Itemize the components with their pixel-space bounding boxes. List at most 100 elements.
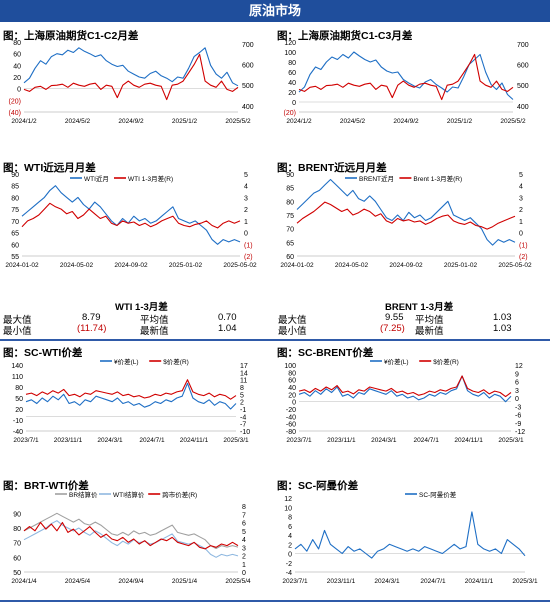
- y-left-tick-label: 120: [284, 40, 296, 47]
- y-right-tick-label: 4: [242, 537, 246, 544]
- y-right-tick-label: 2: [519, 207, 523, 214]
- y-left-tick-label: 70: [286, 227, 294, 234]
- y-left-tick-label: 85: [286, 186, 294, 193]
- banner-title: 原油市场: [0, 0, 550, 22]
- y-left-tick-label: 2: [288, 542, 292, 549]
- x-tick-label: 2025/5/4: [225, 578, 251, 585]
- x-tick-label: 2023/7/1: [286, 437, 312, 444]
- x-tick-label: 2024/11/1: [454, 437, 483, 444]
- y-left-tick-label: (20): [9, 98, 21, 105]
- y-left-tick-label: 80: [13, 40, 21, 47]
- wti-min-value: (11.74): [77, 323, 107, 334]
- x-tick-label: 2024/3/1: [374, 578, 400, 585]
- x-tick-label: 2024/5/2: [65, 118, 91, 125]
- x-tick-label: 2025/3/1: [223, 437, 249, 444]
- x-tick-label: 2024/11/1: [465, 578, 494, 585]
- y-left-tick-label: 60: [13, 52, 21, 59]
- y-left-tick-label: 20: [288, 90, 296, 97]
- legend-label: BR结算价: [69, 490, 98, 499]
- x-tick-label: 2024/3/1: [97, 437, 123, 444]
- y-left-tick-label: 50: [13, 570, 21, 577]
- y-left-tick-label: 60: [286, 254, 294, 261]
- brent-latest-value: 1.03: [493, 323, 512, 334]
- x-tick-label: 2024/9/2: [118, 118, 144, 125]
- y-left-tick-label: 10: [284, 505, 292, 512]
- y-left-tick-label: 60: [13, 555, 21, 562]
- x-tick-label: 2024/5/4: [65, 578, 91, 585]
- y-left-tick-label: -2: [286, 561, 292, 568]
- y-right-tick-label: 1: [242, 562, 246, 569]
- y-right-tick-label: -10: [240, 429, 250, 436]
- y-right-tick-label: 600: [517, 63, 529, 70]
- y-left-tick-label: 65: [11, 231, 19, 238]
- y-right-tick-label: 700: [517, 42, 529, 49]
- legend-label: BRENT近月: [359, 174, 394, 183]
- brent-stats: BRENT 1-3月差 最大值 9.55 平均值 1.03 最小值 (7.25)…: [275, 299, 545, 337]
- y-right-tick-label: 5: [242, 529, 246, 536]
- x-tick-label: 2024/1/2: [286, 118, 312, 125]
- series-line-1: [294, 511, 526, 559]
- y-right-tick-label: 14: [240, 370, 248, 377]
- x-tick-label: 2024/3/1: [371, 437, 397, 444]
- y-left-tick-label: 60: [11, 242, 19, 249]
- series-line-1: [21, 185, 241, 245]
- x-tick-label: 2024-05-02: [60, 262, 94, 269]
- series-line-2: [23, 520, 239, 558]
- wti-min-label: 最小值: [3, 326, 32, 337]
- y-left-tick-label: 40: [288, 80, 296, 87]
- x-tick-label: 2025/1/2: [447, 118, 473, 125]
- series-line-2: [298, 53, 514, 101]
- y-right-tick-label: -7: [240, 422, 246, 429]
- x-tick-label: 2024-09-02: [389, 262, 423, 269]
- y-right-tick-label: 8: [242, 504, 246, 511]
- y-left-tick-label: -20: [286, 407, 296, 414]
- chart-p2: 120 100 80 60 40 20 0 (20) 700 600 500 400 2024/1/2 2…: [284, 40, 529, 125]
- y-left-tick-label: 8: [288, 515, 292, 522]
- y-left-tick-label: 110: [12, 374, 23, 381]
- y-right-tick-label: (2): [519, 254, 528, 261]
- y-right-tick-label: 400: [517, 104, 529, 111]
- y-left-tick-label: (20): [284, 110, 296, 117]
- series-line-2: [23, 53, 239, 101]
- y-left-tick-label: -40: [13, 429, 23, 436]
- y-right-tick-label: 1: [519, 219, 523, 226]
- chart-p4: 90 85 80 75 70 65 60 5 4 3 2 1 0 (1) (2) 2024-01-02 2024…: [280, 172, 532, 269]
- y-left-tick-label: 0: [292, 400, 296, 407]
- y-left-tick-label: (40): [9, 110, 21, 117]
- x-tick-label: 2024-01-02: [280, 262, 314, 269]
- y-right-tick-label: 600: [242, 63, 254, 70]
- x-tick-label: 2025-05-02: [223, 262, 257, 269]
- legend-label: WTI结算价: [113, 490, 145, 499]
- y-left-tick-label: 100: [284, 363, 296, 370]
- brent-latest-label: 最新值: [415, 326, 444, 337]
- legend-label: Brent 1-3月差(R): [413, 174, 462, 183]
- brent-min-label: 最小值: [278, 326, 307, 337]
- x-tick-label: 2023/11/1: [54, 437, 83, 444]
- y-left-tick-label: 75: [11, 207, 19, 214]
- y-left-tick-label: 0: [292, 100, 296, 107]
- x-tick-label: 2025/1/4: [172, 578, 198, 585]
- y-left-tick-label: -4: [286, 570, 292, 577]
- y-left-tick-label: 80: [288, 370, 296, 377]
- y-right-tick-label: 4: [244, 184, 248, 191]
- y-right-tick-label: 2: [242, 554, 246, 561]
- legend-label: ¥价差(L): [384, 357, 409, 366]
- y-left-tick-label: 70: [11, 219, 19, 226]
- legend-label: $价差(R): [163, 357, 189, 366]
- x-tick-label: 2025/5/2: [225, 118, 251, 125]
- y-right-tick-label: -6: [515, 413, 521, 420]
- wti-latest-value: 1.04: [218, 323, 237, 334]
- y-right-tick-label: 500: [242, 83, 254, 90]
- x-tick-label: 2024-01-02: [5, 262, 39, 269]
- y-right-tick-label: 11: [240, 378, 247, 385]
- y-right-tick-label: 500: [517, 83, 529, 90]
- y-left-tick-label: 20: [288, 392, 296, 399]
- panel-title-p8: 图：SC-阿曼价差: [277, 480, 359, 492]
- x-tick-label: 2025/1/2: [172, 118, 198, 125]
- y-right-tick-label: 3: [515, 388, 519, 395]
- panel-title-p4: 图：BRENT近远月月差: [277, 162, 387, 174]
